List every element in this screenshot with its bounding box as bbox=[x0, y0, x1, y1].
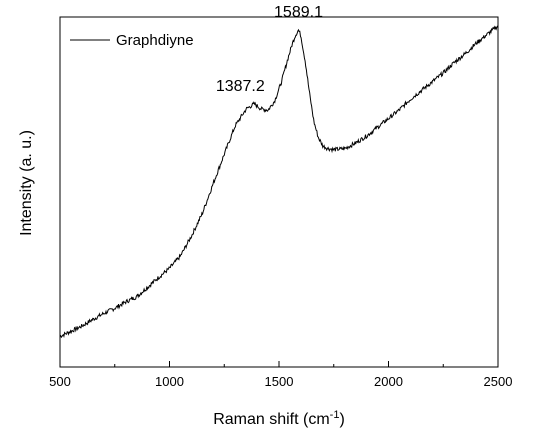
x-axis-tick-labels: 500 1000 1500 2000 2500 bbox=[49, 374, 512, 389]
x-tick-label: 500 bbox=[49, 374, 71, 389]
x-tick-label: 2500 bbox=[484, 374, 513, 389]
plot-frame bbox=[59, 16, 499, 368]
series-line-graphdiyne bbox=[59, 25, 499, 339]
y-axis-title: Intensity (a. u.) bbox=[18, 130, 35, 236]
x-axis-ticks bbox=[59, 361, 499, 367]
x-axis-title: Raman shift (cm-1) bbox=[213, 409, 345, 428]
legend: Graphdiyne bbox=[70, 32, 194, 49]
peak-label: 1589.1 bbox=[274, 4, 323, 21]
peak-annotations: 1387.2 1589.1 bbox=[216, 4, 323, 95]
x-tick-label: 1500 bbox=[265, 374, 294, 389]
peak-label: 1387.2 bbox=[216, 78, 265, 95]
legend-label-graphdiyne: Graphdiyne bbox=[116, 32, 194, 49]
x-tick-label: 2000 bbox=[374, 374, 403, 389]
x-tick-label: 1000 bbox=[155, 374, 184, 389]
